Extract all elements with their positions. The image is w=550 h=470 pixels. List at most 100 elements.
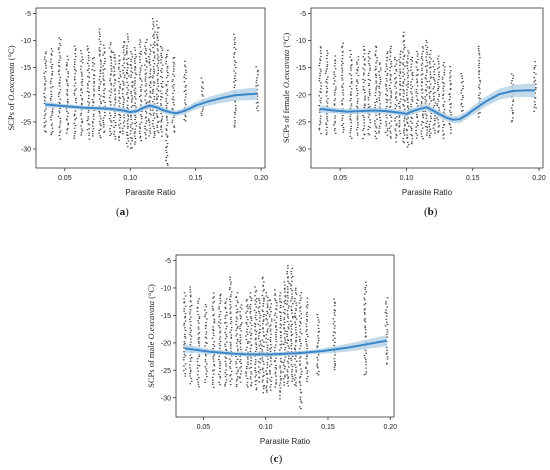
data-point (420, 133, 423, 135)
data-point (286, 360, 289, 363)
data-point (129, 147, 132, 149)
data-point (462, 85, 464, 87)
data-point (362, 67, 364, 69)
data-point (269, 386, 271, 388)
data-point (122, 97, 125, 99)
data-point (184, 363, 187, 365)
data-point (326, 68, 328, 70)
data-point (460, 82, 463, 84)
data-point (148, 124, 151, 126)
data-point (165, 128, 168, 130)
data-point (411, 100, 414, 102)
data-point (145, 137, 147, 139)
data-point (403, 44, 405, 46)
data-point (299, 377, 301, 379)
data-point (152, 114, 155, 116)
data-point (259, 343, 262, 345)
data-point (88, 72, 91, 74)
data-point (306, 307, 309, 309)
data-point (410, 116, 412, 118)
data-point (109, 112, 111, 114)
data-point (123, 45, 125, 47)
data-point (104, 111, 106, 114)
data-point (233, 116, 236, 118)
data-point (425, 74, 427, 77)
data-point (306, 378, 308, 380)
data-point (229, 347, 232, 349)
data-point (534, 61, 536, 63)
y-tick-label: -5 (165, 258, 171, 265)
data-point (81, 80, 84, 82)
data-point (386, 99, 389, 101)
data-point (334, 354, 336, 356)
data-point (255, 107, 258, 109)
data-point (326, 116, 328, 118)
data-point (389, 106, 391, 108)
data-point (415, 102, 418, 104)
data-point (364, 325, 366, 327)
data-point (406, 146, 409, 148)
data-point (239, 377, 241, 379)
data-point (386, 321, 388, 323)
data-point (512, 112, 514, 115)
data-point (148, 56, 150, 58)
data-point (437, 122, 440, 124)
data-point (399, 77, 402, 79)
data-point (442, 120, 444, 122)
data-point (114, 114, 117, 117)
data-point (149, 70, 152, 72)
data-point (317, 335, 319, 337)
data-point (58, 73, 60, 75)
data-point (449, 75, 452, 77)
data-point (407, 101, 409, 103)
data-point (385, 121, 387, 123)
data-point (250, 316, 252, 318)
data-point (246, 366, 248, 368)
data-point (219, 377, 222, 379)
data-point (198, 298, 201, 300)
data-point (363, 63, 366, 65)
data-point (198, 365, 201, 367)
data-point (81, 73, 83, 75)
data-point (126, 104, 129, 106)
data-point (74, 130, 76, 132)
data-point (198, 354, 201, 356)
data-point (259, 302, 261, 304)
data-point (166, 88, 169, 91)
data-point (122, 133, 124, 135)
data-point (460, 104, 462, 106)
data-point (411, 93, 413, 95)
data-point (67, 72, 69, 75)
data-point (402, 99, 405, 101)
data-point (93, 70, 96, 72)
data-point (189, 354, 192, 356)
data-point (365, 364, 367, 366)
data-point (165, 146, 167, 149)
data-point (167, 75, 169, 77)
data-point (363, 116, 365, 118)
data-point (230, 281, 232, 283)
data-point (341, 100, 343, 102)
data-point (533, 71, 535, 74)
data-point (317, 319, 320, 321)
data-point (334, 98, 337, 100)
data-point (402, 85, 404, 87)
data-point (204, 345, 206, 347)
data-point (86, 49, 89, 51)
data-point (478, 116, 480, 118)
data-point (306, 320, 308, 322)
data-point (140, 115, 143, 117)
data-point (364, 350, 367, 352)
data-point (245, 338, 248, 341)
data-point (449, 88, 452, 90)
data-point (65, 64, 68, 66)
data-point (212, 381, 214, 384)
data-point (320, 115, 322, 117)
data-point (291, 298, 293, 300)
data-point (166, 135, 169, 137)
data-point (247, 307, 249, 309)
data-point (80, 125, 82, 127)
data-point (74, 72, 76, 75)
data-point (378, 99, 381, 101)
data-point (80, 71, 83, 73)
